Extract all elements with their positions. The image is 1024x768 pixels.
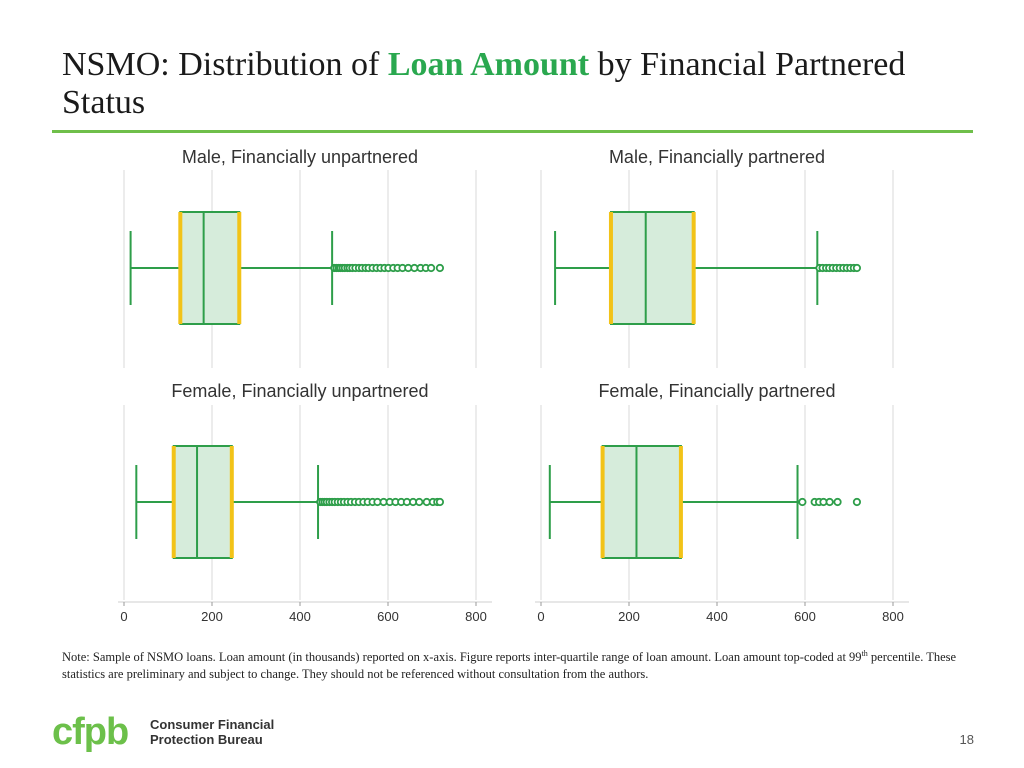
cfpb-logo: cfpb (52, 713, 129, 753)
panel-1-outlier-point (435, 263, 445, 273)
cfpb-wordmark: cfpb (52, 713, 128, 753)
panel-3-x-tick-label: 400 (289, 609, 311, 624)
panel-1-outlier-point (427, 263, 436, 273)
panel-4-iqr-box (601, 445, 682, 559)
agency-name-line-2: Protection Bureau (150, 732, 263, 747)
panel-2-title: Male, Financially partnered (609, 147, 825, 167)
panel-4-x-tick-label: 400 (706, 609, 728, 624)
footnote-text: Note: Sample of NSMO loans. Loan amount … (62, 650, 862, 664)
title-highlight: Loan Amount (387, 46, 590, 83)
agency-name-line-1: Consumer Financial (150, 717, 275, 732)
panel-2-outlier-point (852, 263, 862, 273)
footnote-superscript: th (861, 648, 868, 658)
panel-4-outlier-point (825, 497, 834, 507)
slide-title: NSMO: Distribution of Loan Amount by Fin… (62, 46, 962, 122)
title-suffix: by Financial Partnered Status (62, 46, 906, 121)
boxplot-chart: Male, Financially unpartnered Male, Finan… (118, 147, 909, 624)
panel-3-outlier-point (415, 497, 424, 507)
panel-3-x-tick-label: 0 (120, 609, 127, 624)
panel-3-iqr-box (172, 445, 233, 559)
agency-name: Consumer Financial Protection Bureau (150, 717, 274, 747)
panel-3-x-tick-label: 800 (465, 609, 487, 624)
footnote: Note: Sample of NSMO loans. Loan amount … (62, 649, 977, 683)
footnote-text-continued: percentile. These statistics are prelimi… (62, 650, 957, 681)
panel-4-outlier-point (798, 497, 807, 507)
panel-2-iqr-box (609, 211, 695, 325)
panel-3-x-tick-label: 600 (377, 609, 399, 624)
panel-3-title: Female, Financially unpartnered (171, 381, 428, 401)
title-prefix: NSMO: Distribution of (62, 46, 388, 83)
panel-1-iqr-box (179, 211, 241, 325)
panel-4-x-tick-label: 200 (618, 609, 640, 624)
panel-4-outlier-point (833, 497, 842, 507)
panel-3-x-tick-label: 200 (201, 609, 223, 624)
panel-4-x-tick-label: 0 (537, 609, 544, 624)
panel-1-title: Male, Financially unpartnered (182, 147, 418, 167)
page-number: 18 (959, 732, 974, 747)
panel-4-title: Female, Financially partnered (598, 381, 835, 401)
panel-4-x-tick-label: 800 (882, 609, 904, 624)
panel-4-outlier-point (852, 497, 862, 507)
title-divider (52, 130, 973, 133)
panel-4-x-tick-label: 600 (794, 609, 816, 624)
panel-3-outlier-point (435, 497, 445, 507)
